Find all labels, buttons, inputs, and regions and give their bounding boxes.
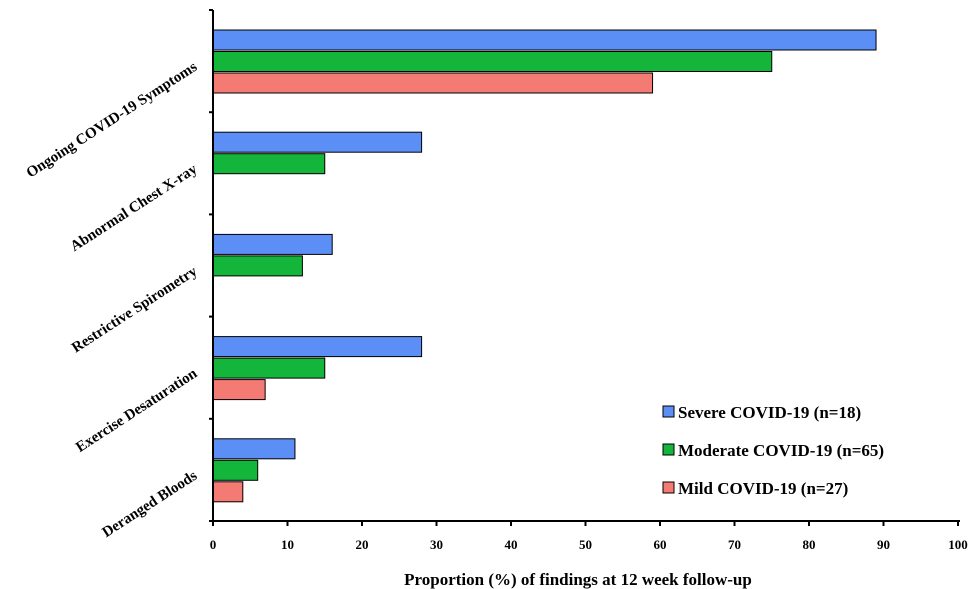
- x-tick-label: 30: [430, 537, 443, 552]
- category-label: Abnormal Chest X-ray: [68, 161, 201, 255]
- x-tick-label: 50: [579, 537, 592, 552]
- bars-group: [212, 29, 877, 503]
- bar-ongoing-covid-19-symptoms-series-1: [212, 29, 877, 51]
- x-tick-label: 80: [803, 537, 816, 552]
- bar-abnormal-chest-x-ray-series-1: [212, 131, 423, 153]
- bar-deranged-bloods-series-2: [212, 459, 259, 481]
- bar-deranged-bloods-series-3: [212, 481, 244, 503]
- legend-swatch: [662, 405, 675, 418]
- x-tick-label: 60: [654, 537, 667, 552]
- legend-swatch: [662, 443, 675, 456]
- category-label: Deranged Bloods: [100, 468, 201, 541]
- x-tick-label: 10: [281, 537, 294, 552]
- bar-exercise-desaturation-series-3: [212, 379, 266, 401]
- x-tick-label: 70: [728, 537, 741, 552]
- legend-label: Mild COVID-19 (n=27): [678, 479, 848, 498]
- bar-ongoing-covid-19-symptoms-series-3: [212, 72, 654, 94]
- x-tick-label: 0: [210, 537, 217, 552]
- bar-exercise-desaturation-series-1: [212, 336, 423, 358]
- category-label: Ongoing COVID-19 Symptoms: [24, 59, 201, 181]
- category-label: Restrictive Spirometry: [69, 263, 201, 356]
- x-axis-title: Proportion (%) of findings at 12 week fo…: [404, 570, 752, 589]
- legend-swatch: [662, 481, 675, 494]
- legend-label: Severe COVID-19 (n=18): [678, 403, 861, 422]
- bar-exercise-desaturation-series-2: [212, 357, 326, 379]
- x-tick-label: 100: [948, 537, 968, 552]
- bar-restrictive-spirometry-series-1: [212, 233, 333, 255]
- legend: Severe COVID-19 (n=18) Moderate COVID-19 …: [662, 403, 884, 498]
- category-label: Exercise Desaturation: [73, 365, 200, 456]
- x-tick-label: 40: [505, 537, 518, 552]
- bar-abnormal-chest-x-ray-series-2: [212, 153, 326, 175]
- bar-deranged-bloods-series-1: [212, 438, 296, 460]
- x-tick-label: 90: [877, 537, 890, 552]
- legend-label: Moderate COVID-19 (n=65): [678, 441, 884, 460]
- bar-ongoing-covid-19-symptoms-series-2: [212, 51, 773, 72]
- x-tick-label: 20: [356, 537, 369, 552]
- bar-restrictive-spirometry-series-2: [212, 255, 303, 277]
